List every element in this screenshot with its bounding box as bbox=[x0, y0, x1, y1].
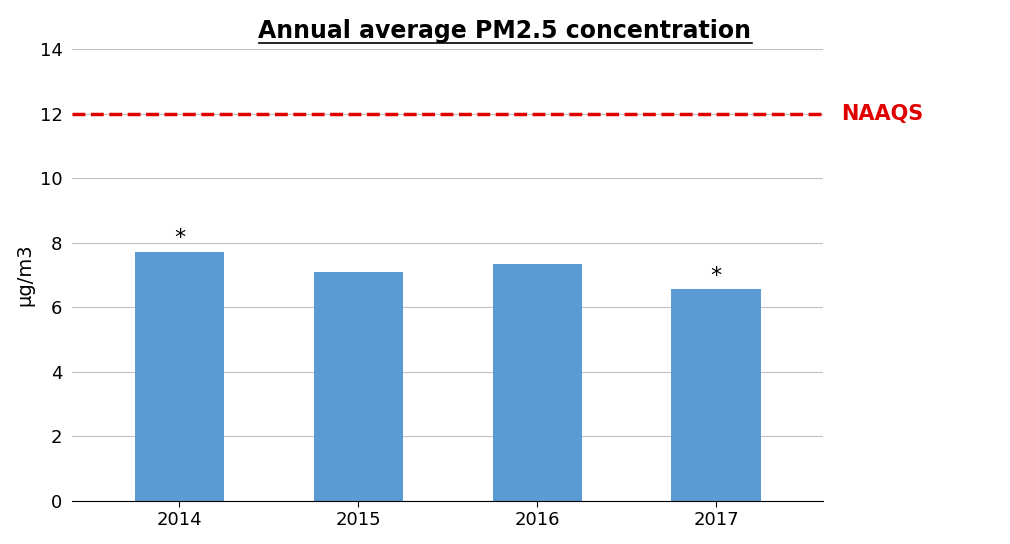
Bar bbox=[493, 264, 582, 500]
Bar bbox=[134, 252, 224, 500]
Text: Annual average PM2.5 concentration: Annual average PM2.5 concentration bbox=[259, 19, 751, 43]
Text: *: * bbox=[174, 228, 185, 249]
Text: *: * bbox=[710, 265, 722, 286]
Bar bbox=[672, 289, 761, 500]
Bar bbox=[314, 271, 403, 500]
Text: NAAQS: NAAQS bbox=[841, 104, 923, 123]
Y-axis label: μg/m3: μg/m3 bbox=[15, 244, 34, 306]
